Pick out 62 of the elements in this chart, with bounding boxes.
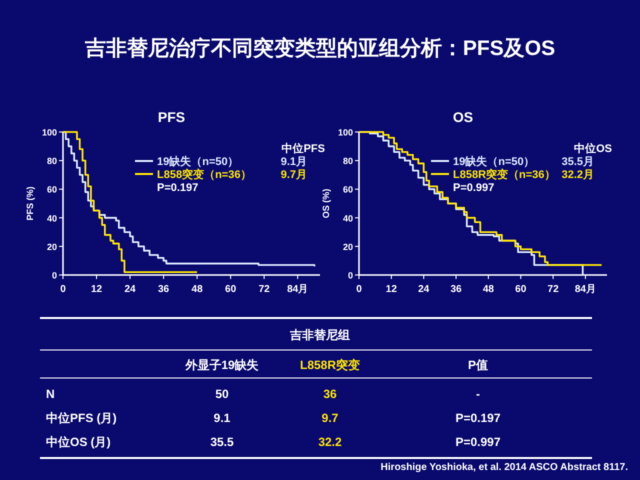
text: 吉非替尼组: [289, 328, 350, 342]
text: Hiroshige Yoshioka, et al. 2014 ASCO Abstract 8117.: [380, 462, 628, 473]
category-label: 外显子19缺失: [184, 358, 260, 372]
annotation: 9.1月: [280, 156, 307, 168]
y-axis-title: PFS (%): [25, 186, 35, 221]
y-tick-label: 80: [342, 156, 353, 166]
x-tick-label: 24: [124, 284, 136, 295]
x-tick-label: 36: [450, 284, 462, 295]
y-tick-label: 60: [46, 184, 57, 195]
legend-label: 19缺失（n=50）: [453, 155, 535, 168]
x-tick-label: 72: [258, 284, 270, 295]
annotation: 32.2月: [562, 169, 594, 181]
x-tick-label: 12: [90, 284, 103, 295]
text: 9.1: [214, 411, 230, 425]
x-tick-label: 48: [192, 284, 204, 295]
legend-label: L858突变（n=36）: [157, 168, 252, 181]
category-label: 中位PFS (月): [46, 411, 117, 425]
text: P=0.197: [455, 411, 501, 425]
y-axis-title: OS (%): [321, 188, 331, 218]
annotation: 9.7月: [280, 169, 307, 181]
category-label: L858R突变: [300, 358, 360, 372]
legend-label: 19缺失（n=50）: [157, 155, 239, 168]
y-tick-label: 20: [46, 242, 57, 252]
x-tick-label: 60: [515, 284, 527, 295]
text: -: [476, 387, 480, 401]
text: P=0.997: [455, 435, 501, 449]
y-tick-label: 40: [342, 213, 353, 224]
text: 50: [215, 387, 229, 401]
legend-label: L858R突变（n=36）: [453, 168, 556, 181]
y-tick-label: 40: [46, 213, 57, 224]
y-tick-label: 20: [342, 242, 353, 252]
y-tick-label: 0: [52, 270, 57, 280]
x-tick-label: 84月: [574, 284, 596, 295]
x-tick-label: 72: [548, 284, 560, 295]
x-tick-label: 0: [356, 284, 362, 295]
category-label: P值: [468, 358, 488, 372]
y-tick-label: 100: [338, 128, 353, 138]
chart-title: PFS: [158, 109, 186, 125]
chart-title: OS: [452, 109, 474, 125]
category-label: N: [46, 387, 55, 401]
text: 吉非替尼治疗不同突变类型的亚组分析：PFS及OS: [84, 36, 556, 60]
annotation: 中位PFS: [282, 142, 325, 155]
annotation: P=0.997: [453, 182, 494, 194]
annotation: P=0.197: [157, 182, 198, 194]
x-tick-label: 36: [158, 284, 170, 295]
y-tick-label: 0: [348, 270, 353, 280]
x-tick-label: 12: [386, 284, 398, 295]
x-tick-label: 24: [418, 284, 430, 295]
category-label: 中位OS (月): [46, 435, 111, 449]
x-tick-label: 60: [225, 284, 237, 295]
x-tick-label: 48: [482, 284, 494, 295]
text: 9.7: [322, 411, 338, 425]
text: 35.5: [210, 435, 234, 449]
annotation: 中位OS: [574, 142, 612, 155]
y-tick-label: 60: [342, 184, 353, 195]
annotation: 35.5月: [562, 156, 594, 168]
x-tick-label: 84月: [287, 284, 308, 295]
x-tick-label: 0: [60, 284, 66, 295]
y-tick-label: 80: [46, 156, 57, 166]
text: 36: [323, 387, 337, 401]
y-tick-label: 100: [42, 128, 57, 138]
text: 32.2: [318, 435, 342, 449]
